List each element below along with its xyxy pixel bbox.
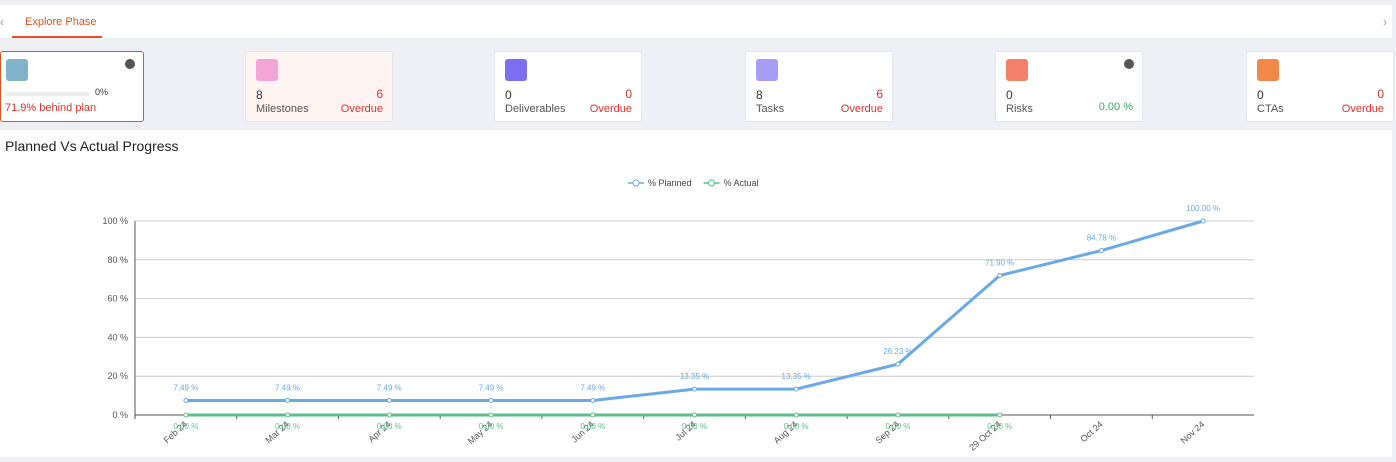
summary-card[interactable]: 0 Risks 0.00 % <box>995 51 1143 122</box>
tab[interactable]: Explore Phase <box>25 16 97 28</box>
progress-value: 0% <box>94 87 108 97</box>
prev-arrow[interactable]: ‹ <box>0 15 4 29</box>
card-label: Milestones <box>256 103 309 115</box>
point <box>488 397 494 403</box>
data-label: 13.35 % <box>782 372 811 381</box>
tab-underline <box>12 36 102 38</box>
chart-title: Planned Vs Actual Progress <box>5 138 179 154</box>
point <box>285 412 291 418</box>
card-icon <box>6 59 28 81</box>
tab-bar: ‹ Explore Phase › <box>0 5 1392 38</box>
y-tick-label: 60 % <box>107 294 128 304</box>
card-label: Tasks <box>756 103 785 115</box>
card-extra: 6 <box>376 87 383 101</box>
legend-marker <box>632 179 640 187</box>
card-count: 0 <box>1257 88 1264 102</box>
card-extra-label: Overdue <box>840 103 883 115</box>
card-icon <box>1006 59 1028 81</box>
point <box>590 397 596 403</box>
summary-card[interactable]: 0 Deliverables 0 Overdue <box>494 51 642 122</box>
point <box>895 412 901 418</box>
next-arrow[interactable]: › <box>1383 15 1387 29</box>
card-count: 0 <box>505 88 512 102</box>
card-icon <box>256 59 278 81</box>
data-label: 0.00 % <box>784 422 809 431</box>
data-label: 0.00 % <box>479 422 504 431</box>
data-label: 7.49 % <box>479 383 504 392</box>
card-icon <box>505 59 527 81</box>
data-label: 7.49 % <box>580 383 605 392</box>
data-label: 0.00 % <box>275 422 300 431</box>
data-label: 7.49 % <box>275 383 300 392</box>
info-icon <box>1124 59 1134 69</box>
point <box>285 397 291 403</box>
point <box>692 412 697 418</box>
legend-marker <box>708 179 716 187</box>
card-extra: 0 <box>625 87 632 101</box>
data-label: 0.00 % <box>682 422 707 431</box>
y-tick-label: 100 % <box>102 216 128 226</box>
card-count: 0 <box>1006 88 1013 102</box>
card-extra: 6 <box>876 87 883 101</box>
card-label: Risks <box>1006 103 1033 115</box>
card-label: CTAs <box>1257 103 1284 115</box>
summary-card[interactable]: 8 Tasks 6 Overdue <box>745 51 893 122</box>
y-tick-label: 40 % <box>107 332 128 342</box>
progress-status: 71.9% behind plan <box>5 102 97 114</box>
info-icon <box>125 59 135 69</box>
chart-panel: Planned Vs Actual Progress 0 % 20 % 40 % 60 … <box>0 130 1392 457</box>
point <box>1200 218 1206 224</box>
card-label: Deliverables <box>505 103 566 115</box>
y-tick-label: 20 % <box>107 371 128 381</box>
legend-label: % Actual <box>724 178 759 188</box>
card-extra-label: Overdue <box>1341 103 1384 115</box>
card-extra-label: Overdue <box>340 103 383 115</box>
x-tick-label: Nov 24 <box>1179 419 1207 446</box>
progress-track <box>6 92 89 96</box>
legend-label: % Planned <box>648 178 692 188</box>
data-label: 26.23 % <box>883 347 912 356</box>
point <box>590 412 596 418</box>
chart: Planned Vs Actual Progress 0 % 20 % 40 % 60 … <box>5 138 1254 453</box>
data-label: 100.00 % <box>1186 204 1220 213</box>
point <box>183 412 189 418</box>
point <box>386 412 392 418</box>
y-tick-label: 0 % <box>112 410 128 420</box>
data-label: 0.00 % <box>580 422 605 431</box>
data-label: 13.35 % <box>680 372 709 381</box>
data-label: 7.49 % <box>377 383 402 392</box>
point <box>1098 248 1104 254</box>
x-tick-label: Oct 24 <box>1078 419 1104 444</box>
point <box>895 361 901 367</box>
summary-card[interactable]: 0 CTAs 0 Overdue <box>1246 51 1394 122</box>
card-count: 8 <box>256 88 263 102</box>
card-extra: 0.00 % <box>1098 101 1133 113</box>
y-tick-label: 80 % <box>107 255 128 265</box>
progress-card[interactable]: 0% 71.9% behind plan <box>0 51 144 122</box>
card-icon <box>756 59 778 81</box>
point <box>692 386 697 392</box>
data-label: 0.00 % <box>377 422 402 431</box>
data-label: 71.90 % <box>985 259 1014 268</box>
point <box>183 397 189 403</box>
point <box>793 386 799 392</box>
data-label: 7.49 % <box>173 383 198 392</box>
card-icon <box>1257 59 1279 81</box>
data-label: 0.00 % <box>987 422 1012 431</box>
point <box>386 397 392 403</box>
data-label: 84.78 % <box>1087 234 1116 243</box>
point <box>997 273 1003 279</box>
data-label: 0.00 % <box>886 422 911 431</box>
card-extra-label: Overdue <box>589 103 632 115</box>
point <box>997 412 1003 418</box>
card-extra: 0 <box>1377 87 1384 101</box>
summary-card[interactable]: 8 Milestones 6 Overdue <box>245 51 393 122</box>
point <box>488 412 494 418</box>
data-label: 0.00 % <box>173 422 198 431</box>
card-count: 8 <box>756 88 763 102</box>
point <box>793 412 799 418</box>
